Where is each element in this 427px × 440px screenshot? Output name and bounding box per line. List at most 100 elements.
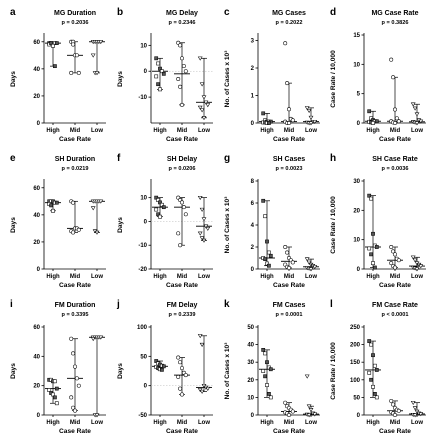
y-tick-label: 60 [33,186,40,192]
panel-letter: k [224,299,230,310]
y-tick-label: 1 [251,94,255,100]
data-point-square [154,359,159,363]
y-tick-label: 0 [37,267,41,273]
data-point-square [158,87,162,92]
data-point-square [267,263,271,268]
y-axis-label: No. of Cases x 10³ [224,50,231,108]
p-value: p = 0.0036 [382,166,409,172]
data-point-triangle [312,412,318,417]
p-value: p = 0.2339 [169,312,196,318]
data-point-square [161,71,166,76]
x-tick-label: High [260,128,274,134]
panel-letter: j [116,299,120,310]
x-tick-label: Mid [177,420,188,426]
y-tick-label: 100 [350,378,361,384]
x-axis-label: Case Rate [273,136,305,143]
series-high [45,41,61,69]
panel-letter: l [330,299,333,310]
data-point-square [156,212,160,217]
panel-h: h SH Case Rate p = 0.0036 Case Rate / 10,00… [330,153,426,289]
data-point-circle [178,43,183,48]
data-point-triangle [205,226,211,231]
data-point-triangle [304,257,310,262]
y-tick-label: 40 [33,67,40,73]
data-point-triangle [197,56,203,61]
x-axis-label: Case Rate [166,428,198,435]
data-point-triangle [98,335,104,340]
data-point-triangle [199,342,205,347]
x-tick-label: Mid [390,128,401,134]
y-tick-label: 0 [357,413,361,419]
data-point-triangle [197,105,203,110]
y-tick-label: 20 [247,378,254,384]
data-point-square [265,360,269,365]
y-axis-label: Days [10,71,17,87]
x-tick-label: Low [305,420,317,426]
y-axis-label: Days [117,217,124,233]
y-axis-label: Case Rate / 10,000 [330,196,337,254]
data-point-square [265,261,269,266]
data-point-circle [389,398,394,403]
data-point-triangle [312,265,318,270]
y-tick-label: 20 [353,208,360,214]
y-tick-label: 0 [144,384,148,390]
data-point-square [268,367,273,372]
data-point-triangle [414,121,420,126]
data-point-square [374,395,379,400]
data-point-triangle [414,112,420,117]
x-tick-label: Low [91,128,103,134]
data-point-square [267,392,271,396]
panel-g: g SH Cases p = 0.0023 No. of Cases x 10³ 0 2 4… [224,153,320,289]
data-point-circle [71,200,76,205]
panel-title: MG Duration [54,10,96,17]
data-point-circle [183,212,188,217]
panel-b: b MG Delay p = 0.2346 Days -10 0 10 High Mid LowC… [117,7,213,143]
data-point-triangle [90,337,96,342]
data-point-circle [389,261,394,266]
data-point-circle [290,260,295,265]
x-tick-label: Mid [177,274,188,280]
data-point-triangle [414,267,420,272]
p-value: p = 0.2346 [169,20,196,26]
data-point-triangle [306,108,312,113]
data-point-square [261,348,266,352]
data-point-circle [176,355,181,360]
y-tick-label: 4 [251,223,255,229]
p-value: p = 0.2022 [276,20,303,26]
data-point-triangle [418,264,424,269]
y-tick-label: 3 [251,39,255,45]
data-point-square [154,195,159,200]
data-point-circle [183,373,188,378]
data-point-square [374,368,379,372]
data-point-square [158,200,162,205]
x-tick-label: High [366,420,380,426]
data-point-circle [389,57,394,62]
panel-letter: c [224,7,230,18]
panel-letter: i [10,299,13,310]
series-mid [387,245,403,270]
series-mid [281,41,297,125]
x-tick-label: High [46,274,60,280]
data-point-square [369,196,373,201]
x-tick-label: High [46,420,60,426]
x-tick-label: Mid [284,420,295,426]
series-mid [67,199,83,235]
x-tick-label: Mid [70,128,81,134]
data-point-square [154,74,159,79]
x-tick-label: Low [411,128,423,134]
series-low [409,255,425,272]
data-point-square [374,119,379,124]
data-point-circle [74,53,79,58]
data-point-circle [396,408,401,413]
data-point-square [263,374,267,379]
data-point-circle [393,107,397,112]
data-point-square [53,395,57,400]
data-point-square [267,121,271,125]
data-point-triangle [304,106,310,111]
data-point-circle [76,227,81,232]
data-point-triangle [90,206,96,211]
y-tick-label: 0 [251,267,255,273]
p-value: p = 0.3395 [62,312,89,318]
data-point-square [158,214,162,219]
y-tick-label: 0 [251,413,255,419]
